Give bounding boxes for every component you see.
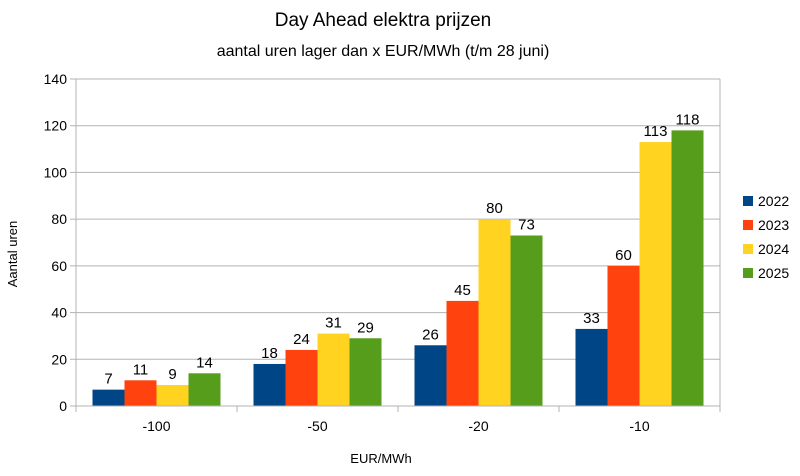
data-label: 60 (615, 247, 632, 264)
bar (253, 363, 286, 406)
data-label: 26 (422, 326, 439, 343)
bar (156, 384, 189, 406)
y-axis-ticks: 0 20 40 60 80 100 120 140 (44, 71, 76, 414)
legend-swatch (743, 196, 753, 206)
legend-swatch (743, 220, 753, 230)
data-label: 31 (325, 315, 342, 332)
legend-swatch (743, 244, 753, 254)
legend-label: 2022 (758, 193, 789, 209)
y-tick-label: 0 (59, 398, 67, 414)
y-tick-label: 100 (44, 164, 68, 180)
y-axis-label: Aantal uren (5, 221, 20, 288)
bars (92, 130, 704, 407)
y-tick-label: 60 (51, 258, 67, 274)
legend-label: 2023 (758, 217, 789, 233)
data-label: 45 (454, 282, 471, 299)
bar (188, 373, 221, 406)
bar (607, 265, 640, 406)
data-label: 11 (133, 361, 149, 378)
bar (639, 142, 672, 407)
data-label: 14 (196, 354, 213, 371)
bar (317, 333, 350, 406)
data-label: 73 (518, 216, 535, 233)
bar (285, 349, 318, 406)
chart-subtitle: aantal uren lager dan x EUR/MWh (t/m 28 … (217, 43, 550, 60)
bar (349, 338, 382, 406)
bar (446, 300, 479, 406)
x-axis-label: EUR/MWh (350, 451, 411, 466)
y-tick-label: 80 (51, 211, 67, 227)
legend-label: 2025 (758, 265, 789, 281)
bar (575, 328, 608, 406)
bar (671, 130, 704, 406)
y-tick-label: 20 (51, 351, 67, 367)
legend-swatch (743, 268, 753, 278)
data-label: 113 (644, 123, 668, 140)
legend-label: 2024 (758, 241, 789, 257)
chart-title: Day Ahead elektra prijzen (275, 10, 492, 31)
x-tick-label: -50 (307, 418, 327, 434)
bar (510, 235, 543, 406)
data-label: 33 (583, 310, 600, 327)
data-labels: 7 11 9 14 18 24 31 29 26 45 80 73 33 60 113 118 (104, 111, 699, 387)
bar (92, 389, 125, 406)
data-label: 118 (676, 111, 700, 128)
x-axis: -100 -50 -20 -10 (75, 405, 721, 434)
bar (478, 219, 511, 406)
data-label: 80 (486, 200, 503, 217)
data-label: 29 (357, 319, 374, 336)
data-label: 24 (293, 331, 310, 348)
data-label: 9 (168, 366, 176, 383)
bar (414, 345, 447, 406)
legend: 2022 2023 2024 2025 (743, 193, 789, 281)
x-tick-label: -20 (468, 418, 488, 434)
x-tick-label: -10 (629, 418, 649, 434)
x-tick-label: -100 (142, 418, 170, 434)
y-tick-label: 140 (44, 71, 68, 87)
bar (124, 380, 157, 406)
data-label: 7 (104, 371, 112, 388)
gridlines (75, 78, 721, 407)
y-tick-label: 120 (44, 118, 68, 134)
y-tick-label: 40 (51, 305, 67, 321)
data-label: 18 (261, 345, 278, 362)
